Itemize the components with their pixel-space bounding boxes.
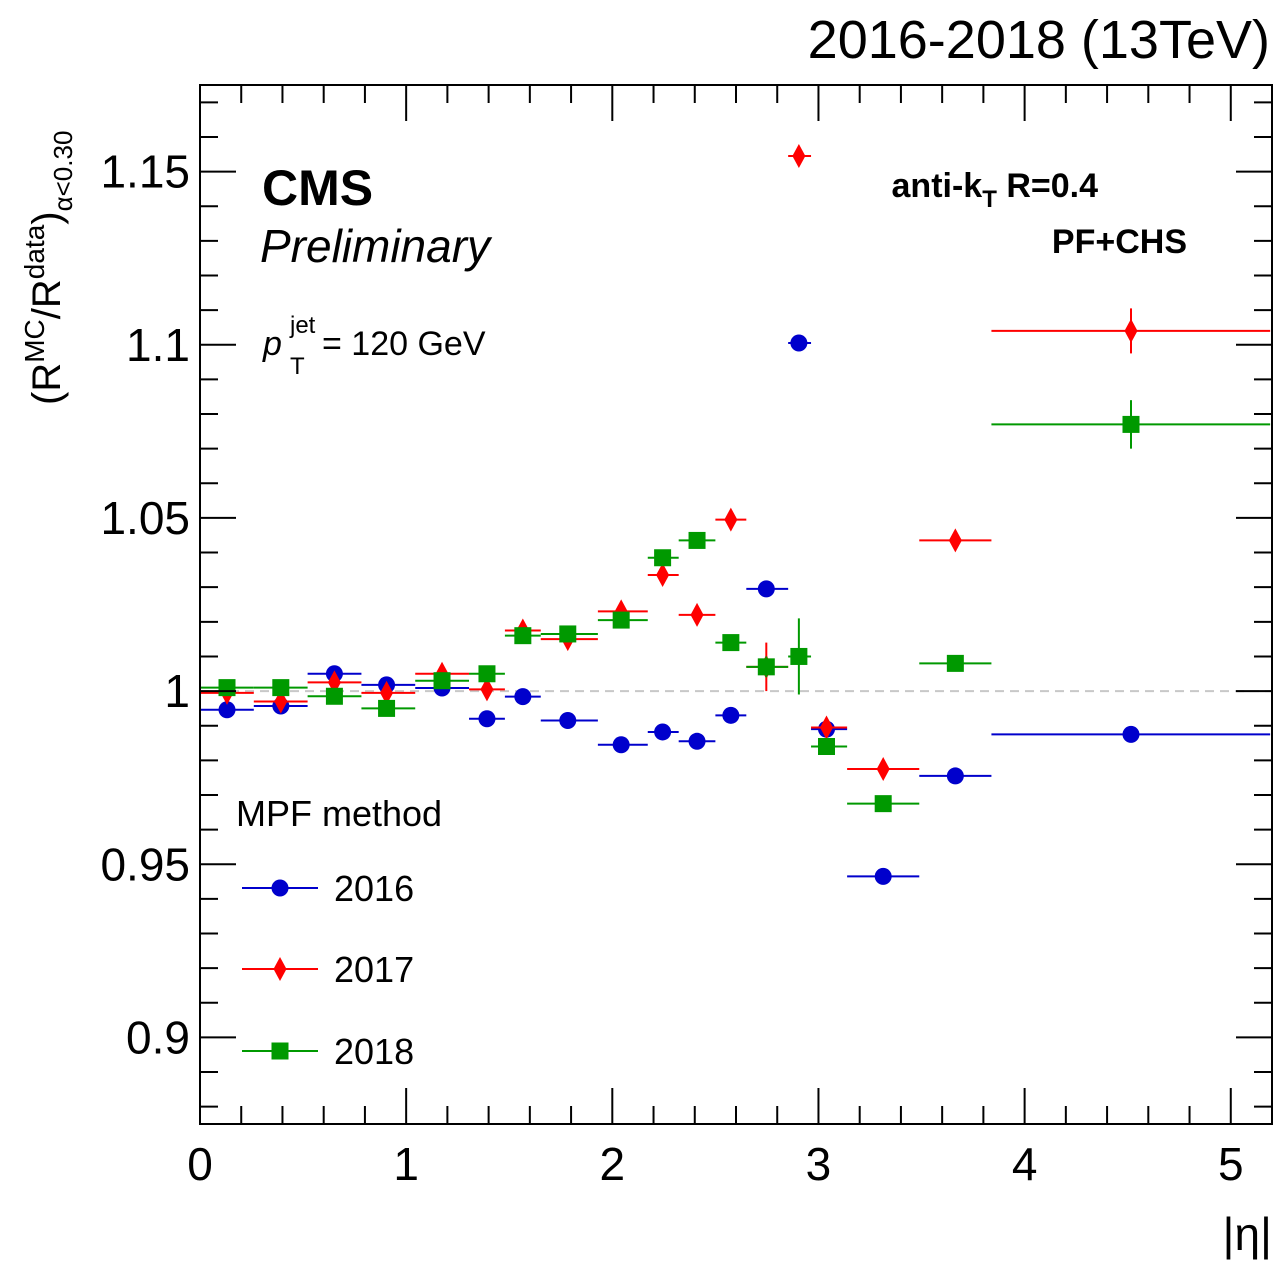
- ylabel-mid: /R: [25, 279, 69, 319]
- pfchs-label: PF+CHS: [1052, 223, 1187, 261]
- chart-title: 2016-2018 (13TeV): [808, 10, 1270, 70]
- y-tick-label: 1.05: [100, 492, 190, 544]
- data-point-2016: [218, 701, 236, 719]
- data-point-2018: [433, 672, 451, 690]
- data-point-2016: [722, 706, 740, 724]
- ylabel-post: ): [25, 211, 69, 224]
- data-point-2016: [559, 712, 577, 730]
- data-point-2018: [559, 625, 577, 643]
- x-axis-title: |η|: [1223, 1208, 1272, 1260]
- data-point-2018: [757, 658, 775, 676]
- data-point-2018: [514, 627, 532, 645]
- algo-pre: anti-k: [892, 167, 983, 205]
- pt-text: = 120 GeV: [322, 325, 486, 363]
- data-point-2016: [612, 736, 630, 754]
- y-axis-title: (RMC/Rdata)α<0.30: [19, 131, 78, 405]
- legend-label-2017: 2017: [334, 949, 414, 990]
- data-point-2018: [790, 647, 808, 665]
- data-point-2016: [514, 688, 532, 706]
- legend-label-2016: 2016: [334, 868, 414, 909]
- ylabel-sub: α<0.30: [48, 131, 78, 212]
- legend-label-2018: 2018: [334, 1031, 414, 1072]
- data-point-2018: [654, 549, 672, 567]
- y-tick-label: 0.95: [100, 838, 190, 890]
- ylabel-sup2: data: [19, 224, 50, 279]
- data-point-2018: [722, 634, 740, 652]
- x-tick-label: 1: [393, 1138, 419, 1190]
- ylabel-sup1: MC: [19, 319, 50, 363]
- legend-title: MPF method: [236, 793, 442, 834]
- pt-symbol: p: [262, 325, 282, 363]
- x-tick-label: 5: [1218, 1138, 1244, 1190]
- algo-sub: T: [982, 186, 997, 213]
- data-point-2017: [480, 677, 494, 702]
- data-point-2016: [874, 867, 892, 885]
- data-point-2017: [724, 507, 738, 532]
- data-point-2018: [946, 654, 964, 672]
- data-point-2017: [820, 715, 834, 740]
- legend-marker-2016: [271, 879, 289, 897]
- data-point-2016: [688, 732, 706, 750]
- data-point-2018: [1122, 415, 1140, 433]
- series-2018: [200, 400, 1271, 813]
- x-tick-label: 2: [600, 1138, 626, 1190]
- data-point-2018: [272, 679, 290, 697]
- x-tick-label: 0: [187, 1138, 213, 1190]
- data-point-2018: [874, 795, 892, 813]
- pt-sup: jet: [289, 312, 316, 339]
- experiment-label: CMS: [262, 160, 373, 216]
- data-point-2018: [688, 531, 706, 549]
- data-point-2017: [792, 143, 806, 168]
- data-point-2016: [654, 723, 672, 741]
- data-point-2017: [380, 680, 394, 705]
- data-point-2017: [656, 563, 670, 588]
- x-tick-label: 4: [1012, 1138, 1038, 1190]
- data-point-2016: [790, 334, 808, 352]
- data-point-2017: [948, 528, 962, 553]
- legend-marker-2018: [271, 1042, 289, 1060]
- data-point-2018: [218, 679, 236, 697]
- data-point-2017: [690, 602, 704, 627]
- y-tick-label: 0.9: [126, 1011, 190, 1063]
- y-tick-label: 1: [164, 665, 190, 717]
- data-point-2016: [946, 767, 964, 785]
- legend-marker-2017: [273, 957, 287, 981]
- data-point-2018: [478, 665, 496, 683]
- data-point-2017: [1124, 318, 1138, 343]
- data-point-2018: [818, 737, 836, 755]
- data-point-2017: [876, 757, 890, 782]
- data-point-2018: [378, 699, 396, 717]
- data-point-2016: [1122, 725, 1140, 743]
- algo-post: R=0.4: [997, 167, 1098, 205]
- y-tick-label: 1.15: [100, 146, 190, 198]
- x-tick-label: 3: [806, 1138, 832, 1190]
- pt-sub: T: [290, 353, 305, 380]
- data-point-2018: [612, 611, 630, 629]
- data-point-2018: [325, 687, 343, 705]
- pt-label: p jet T = 120 GeV: [262, 303, 486, 382]
- algo-label: anti-kT R=0.4: [892, 167, 1099, 213]
- y-tick-label: 1.1: [126, 319, 190, 371]
- status-label: Preliminary: [260, 220, 493, 272]
- data-point-2016: [757, 580, 775, 598]
- data-point-2016: [478, 710, 496, 728]
- legend: MPF method 2016 2017 2018: [236, 793, 442, 1072]
- ylabel-pre: (R: [25, 363, 69, 405]
